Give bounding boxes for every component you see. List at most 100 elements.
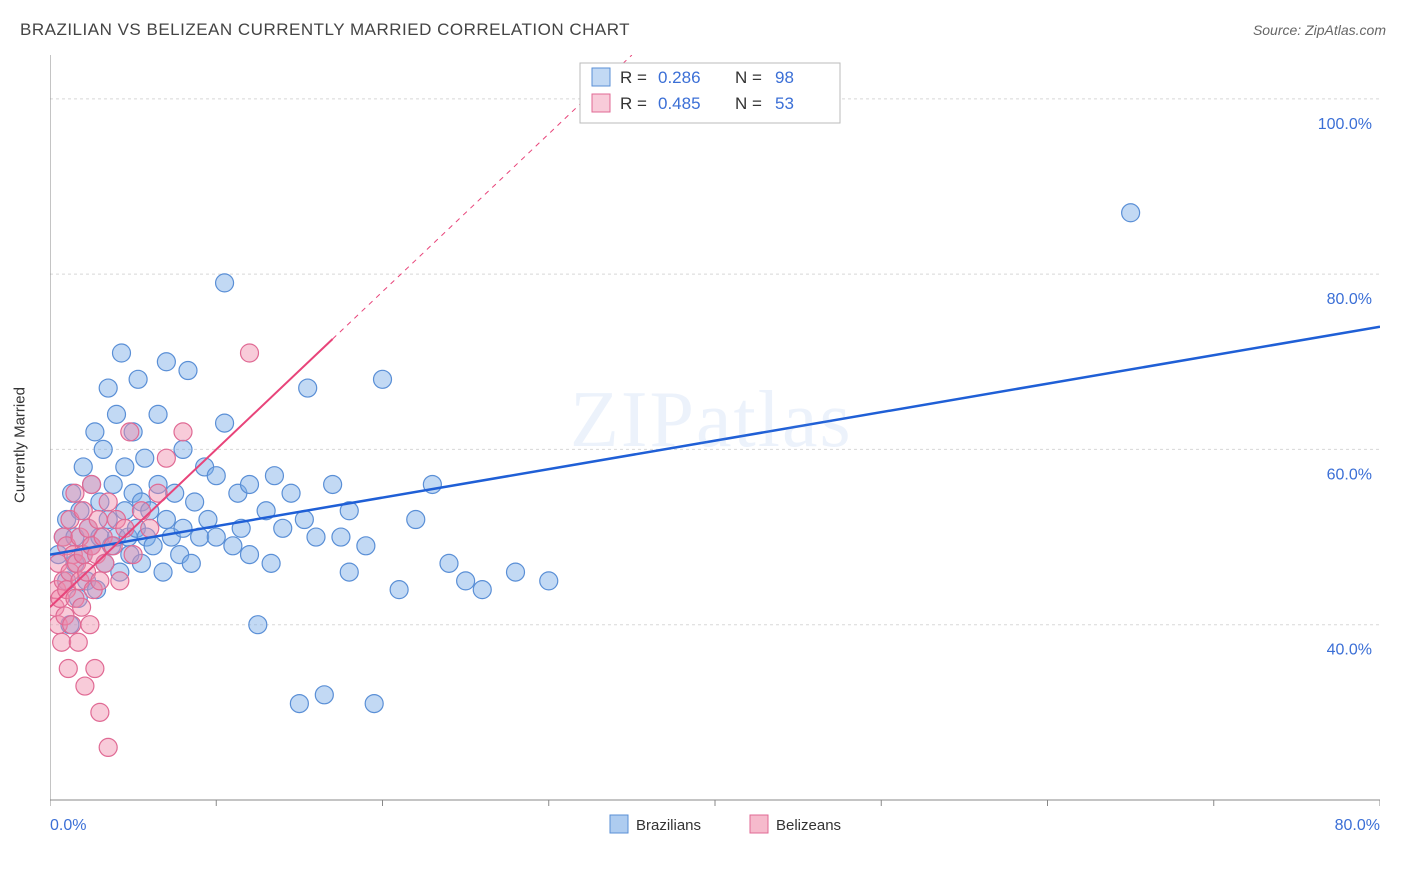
data-point [407,511,425,529]
data-point [224,537,242,555]
data-point [241,344,259,362]
legend-series-label: Belizeans [776,817,841,834]
data-point [332,528,350,546]
y-tick-label: 80.0% [1327,291,1372,308]
data-point [174,440,192,458]
data-point [249,616,267,634]
data-point [121,423,139,441]
y-axis-label: Currently Married [12,387,29,503]
data-point [179,362,197,380]
data-point [157,511,175,529]
data-point [207,528,225,546]
data-point [216,414,234,432]
data-point [457,572,475,590]
data-point [154,563,172,581]
data-point [440,554,458,572]
data-point [99,738,117,756]
data-point [104,475,122,493]
data-point [94,440,112,458]
legend-box [580,63,840,123]
data-point [274,519,292,537]
legend-n-label: N = [735,94,762,113]
data-point [157,353,175,371]
data-point [86,660,104,678]
data-point [265,467,283,485]
x-tick-label: 0.0% [50,817,86,834]
data-point [76,677,94,695]
legend-r-label: R = [620,68,647,87]
data-point [129,370,147,388]
legend-swatch [610,815,628,833]
data-point [86,423,104,441]
legend-n-value: 98 [775,68,794,87]
data-point [132,502,150,520]
chart-title: BRAZILIAN VS BELIZEAN CURRENTLY MARRIED … [20,20,630,40]
chart-header: BRAZILIAN VS BELIZEAN CURRENTLY MARRIED … [20,20,1386,40]
data-point [241,546,259,564]
data-point [1122,204,1140,222]
data-point [262,554,280,572]
data-point [91,572,109,590]
data-point [112,344,130,362]
data-point [99,379,117,397]
data-point [357,537,375,555]
data-point [473,581,491,599]
legend-swatch [592,68,610,86]
data-point [374,370,392,388]
data-point [340,563,358,581]
data-point [59,660,77,678]
data-point [365,695,383,713]
data-point [53,633,71,651]
data-point [83,475,101,493]
data-point [390,581,408,599]
chart-source: Source: ZipAtlas.com [1253,22,1386,38]
legend-n-value: 53 [775,94,794,113]
data-point [99,493,117,511]
data-point [174,423,192,441]
x-tick-label: 80.0% [1335,817,1380,834]
y-tick-label: 40.0% [1327,642,1372,659]
data-point [69,633,87,651]
data-point [207,467,225,485]
data-point [116,458,134,476]
data-point [144,537,162,555]
legend-r-value: 0.485 [658,94,701,113]
data-point [111,572,129,590]
scatter-chart: 40.0% 60.0% 80.0% 100.0% 0.0% 80.0% R = 0.286 N … [50,55,1380,835]
legend-n-label: N = [735,68,762,87]
data-point [507,563,525,581]
y-tick-label: 60.0% [1327,466,1372,483]
data-point [91,703,109,721]
data-point [166,484,184,502]
data-point [149,405,167,423]
data-point [116,519,134,537]
data-point [81,616,99,634]
data-point [174,519,192,537]
data-point [241,475,259,493]
data-point [307,528,325,546]
data-point [324,475,342,493]
data-point [315,686,333,704]
data-point [96,554,114,572]
data-point [216,274,234,292]
data-point [299,379,317,397]
data-point [74,458,92,476]
legend-swatch [592,94,610,112]
data-point [63,616,81,634]
data-point [89,511,107,529]
legend-r-value: 0.286 [658,68,701,87]
legend-swatch [750,815,768,833]
y-tick-label: 100.0% [1318,116,1372,133]
data-point [182,554,200,572]
data-point [136,449,154,467]
data-point [141,519,159,537]
chart-container: Currently Married ZIPatlas 40.0%60.0%80.… [50,55,1380,835]
data-point [540,572,558,590]
data-point [186,493,204,511]
legend-series-label: Brazilians [636,817,701,834]
data-point [108,405,126,423]
data-point [290,695,308,713]
legend-r-label: R = [620,94,647,113]
data-point [124,546,142,564]
data-point [282,484,300,502]
